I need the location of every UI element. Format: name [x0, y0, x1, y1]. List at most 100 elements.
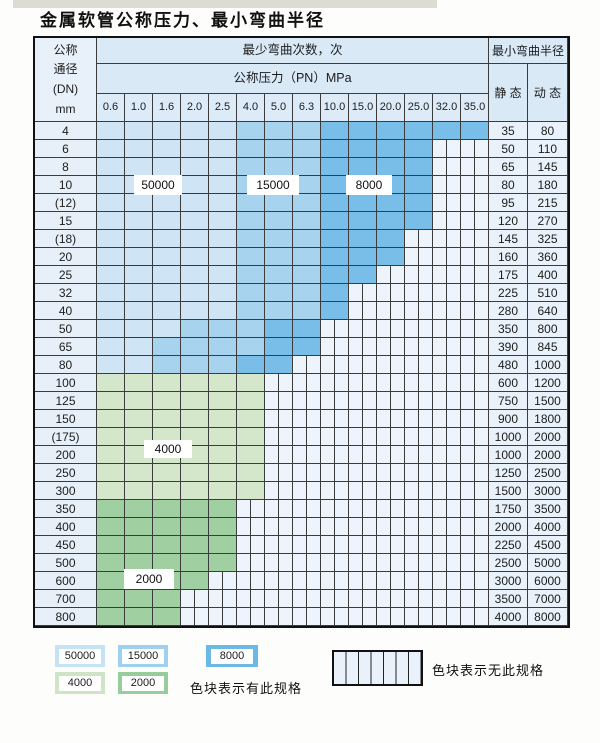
- no-spec-cell: [265, 446, 293, 464]
- no-spec-cell: [237, 500, 265, 518]
- no-spec-cell: [433, 140, 461, 158]
- spec-cell: [97, 410, 125, 428]
- no-spec-cell: [209, 590, 237, 608]
- no-spec-cell: [349, 410, 377, 428]
- spec-cell: [125, 482, 153, 500]
- no-spec-cell: [377, 590, 405, 608]
- no-spec-cell: [349, 302, 377, 320]
- no-spec-cell: [461, 356, 489, 374]
- spec-cell: [97, 536, 125, 554]
- dn-column-header: 公称 通径 (DN) mm: [35, 38, 97, 122]
- spec-cell: [153, 230, 181, 248]
- spec-cell: [237, 302, 265, 320]
- spec-cell: [209, 518, 237, 536]
- no-spec-cell: [265, 374, 293, 392]
- no-spec-cell: [433, 320, 461, 338]
- no-spec-cell: [405, 356, 433, 374]
- spec-cell: [237, 212, 265, 230]
- spec-cell: [153, 374, 181, 392]
- no-spec-cell: [461, 554, 489, 572]
- spec-cell: [349, 212, 377, 230]
- spec-cell: [349, 122, 377, 140]
- spec-cell: [265, 302, 293, 320]
- no-spec-cell: [461, 464, 489, 482]
- no-spec-cell: [433, 356, 461, 374]
- spec-cell: [97, 518, 125, 536]
- no-spec-cell: [405, 572, 433, 590]
- dynamic-radius-value: 180: [528, 176, 568, 194]
- spec-cell: [209, 176, 237, 194]
- no-spec-cell: [433, 572, 461, 590]
- dynamic-radius-value: 1500: [528, 392, 568, 410]
- no-spec-cell: [377, 572, 405, 590]
- spec-cell: [349, 158, 377, 176]
- dynamic-radius-value: 360: [528, 248, 568, 266]
- pressure-col-label: 0.6: [97, 94, 125, 122]
- spec-cell: [265, 356, 293, 374]
- spec-cell: [181, 266, 209, 284]
- dynamic-radius-value: 8000: [528, 608, 568, 626]
- spec-cell: [321, 248, 349, 266]
- dynamic-radius-value: 110: [528, 140, 568, 158]
- spec-cell: [181, 536, 209, 554]
- pressure-col-label: 15.0: [349, 94, 377, 122]
- no-spec-cell: [461, 284, 489, 302]
- spec-cell: [97, 266, 125, 284]
- min-bend-radius-header: 最小弯曲半径: [489, 38, 568, 64]
- pressure-col-label: 10.0: [321, 94, 349, 122]
- no-spec-cell: [433, 284, 461, 302]
- spec-cell: [181, 140, 209, 158]
- dynamic-radius-value: 270: [528, 212, 568, 230]
- spec-cell: [181, 464, 209, 482]
- spec-cell: [293, 248, 321, 266]
- no-spec-cell: [265, 392, 293, 410]
- no-spec-cell: [433, 590, 461, 608]
- static-radius-value: 95: [489, 194, 528, 212]
- no-spec-cell: [405, 266, 433, 284]
- no-spec-cell: [433, 482, 461, 500]
- legend-swatch-label: 2000: [122, 675, 164, 691]
- legend-swatch-8000: 8000: [206, 645, 258, 667]
- spec-cell: [153, 194, 181, 212]
- dn-row-label: 400: [35, 518, 97, 536]
- no-spec-cell: [265, 590, 293, 608]
- pressure-col-label: 2.5: [209, 94, 237, 122]
- spec-cell: [405, 194, 433, 212]
- spec-cell: [181, 338, 209, 356]
- dn-header-line: mm: [55, 101, 76, 116]
- spec-cell: [153, 338, 181, 356]
- no-spec-cell: [321, 428, 349, 446]
- no-spec-cell: [377, 374, 405, 392]
- spec-cell: [293, 212, 321, 230]
- no-spec-cell: [265, 518, 293, 536]
- spec-cell: [125, 374, 153, 392]
- no-spec-cell: [433, 554, 461, 572]
- spec-cell: [209, 446, 237, 464]
- no-spec-cell: [461, 392, 489, 410]
- no-spec-cell: [377, 338, 405, 356]
- spec-cell: [181, 572, 209, 590]
- legend-no-spec-text: 色块表示无此规格: [432, 663, 545, 678]
- nominal-pressure-header: 公称压力（PN）MPa: [97, 64, 489, 94]
- spec-cell: [349, 140, 377, 158]
- dn-row-label: 250: [35, 464, 97, 482]
- no-spec-cell: [461, 482, 489, 500]
- spec-cell: [181, 500, 209, 518]
- no-spec-cell: [405, 518, 433, 536]
- no-spec-cell: [265, 554, 293, 572]
- dn-row-label: 350: [35, 500, 97, 518]
- no-spec-cell: [405, 608, 433, 626]
- no-spec-cell: [181, 608, 209, 626]
- no-spec-cell: [377, 554, 405, 572]
- spec-cell: [97, 500, 125, 518]
- spec-cell: [153, 140, 181, 158]
- no-spec-cell: [433, 248, 461, 266]
- spec-cell: [125, 338, 153, 356]
- static-radius-value: 175: [489, 266, 528, 284]
- no-spec-cell: [321, 482, 349, 500]
- spec-cell: [209, 230, 237, 248]
- spec-cell: [265, 284, 293, 302]
- no-spec-cell: [237, 572, 265, 590]
- dynamic-radius-value: 4500: [528, 536, 568, 554]
- spec-cell: [293, 122, 321, 140]
